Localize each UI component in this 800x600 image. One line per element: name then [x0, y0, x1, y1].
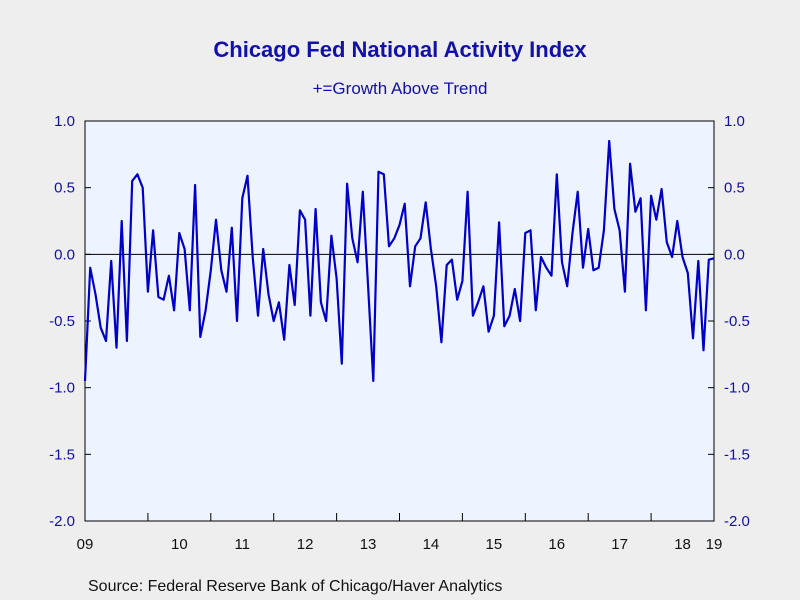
y-tick-label-right: -1.0: [724, 380, 750, 397]
y-tick-label-left: 1.0: [54, 113, 75, 130]
y-tick-label-right: -1.5: [724, 446, 750, 463]
x-tick-label: 17: [611, 536, 628, 553]
chart-title: Chicago Fed National Activity Index: [213, 37, 587, 62]
x-tick-label: 13: [360, 536, 377, 553]
x-tick-label: 18: [674, 536, 691, 553]
y-tick-label-left: -1.5: [49, 446, 75, 463]
y-tick-label-left: 0.5: [54, 180, 75, 197]
y-tick-label-left: -1.0: [49, 380, 75, 397]
chart-subtitle: +=Growth Above Trend: [312, 79, 488, 98]
x-tick-label: 11: [234, 536, 250, 553]
y-tick-label-right: 0.0: [724, 246, 745, 263]
y-axis: 1.0 1.0 0.5 0.5 0.0 0.0 -0.5 -0.5 -1.0 -1.0 -1.5 -1…: [49, 113, 750, 530]
y-tick-label-right: -2.0: [724, 513, 750, 530]
x-tick-label: 16: [548, 536, 565, 553]
y-tick-label-left: 0.0: [54, 246, 75, 263]
y-tick-label-right: -0.5: [724, 313, 750, 330]
x-tick-label: 10: [171, 536, 188, 553]
y-tick-label-left: -0.5: [49, 313, 75, 330]
y-tick-label-right: 1.0: [724, 113, 745, 130]
y-tick-label-left: -2.0: [49, 513, 75, 530]
x-tick-label: 09: [77, 536, 94, 553]
y-tick-label-right: 0.5: [724, 180, 745, 197]
x-tick-label: 15: [486, 536, 503, 553]
x-tick-label: 19: [706, 536, 723, 553]
source-note: Source: Federal Reserve Bank of Chicago/…: [88, 578, 503, 595]
plot-area: [84, 120, 715, 522]
x-tick-label: 12: [297, 536, 314, 553]
x-tick-label: 14: [423, 536, 440, 553]
x-axis: 09 10 11 12 13 14 15 16 17 18 19: [77, 513, 723, 553]
series-line: [83, 139, 715, 383]
